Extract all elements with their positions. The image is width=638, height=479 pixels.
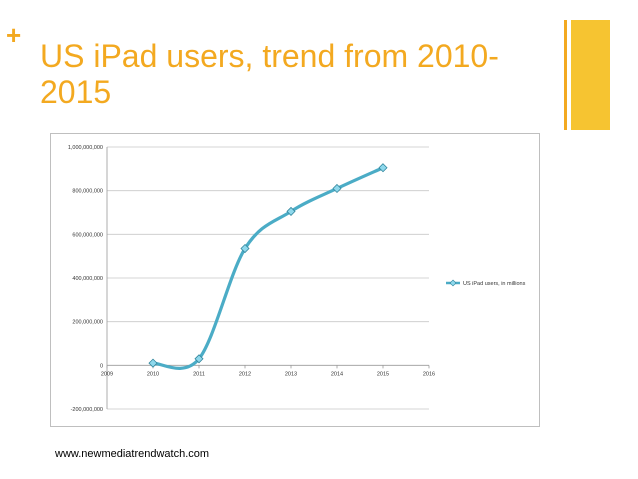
y-tick-label: 200,000,000 [72,320,103,326]
data-point [332,183,342,194]
accent-bar-thick [571,20,610,130]
plus-icon: + [6,20,22,50]
y-tick-label: 800,000,000 [72,189,103,195]
source-caption: www.newmediatrendwatch.com [55,448,210,460]
data-point [240,243,250,254]
chart-frame: -200,000,000 0 200,000,000 400,000,000 600,0… [50,133,540,427]
y-tick-label: 1,000,000,000 [68,145,103,151]
x-tick-label: 2010 [147,371,159,377]
x-tick-label: 2012 [239,371,251,377]
x-tick-label: 2009 [101,371,113,377]
x-tick-label: 2015 [377,371,389,377]
x-tick-label: 2013 [285,371,297,377]
x-tick-label: 2016 [423,371,435,377]
y-tick-label: 600,000,000 [72,232,103,238]
data-point [286,206,296,216]
series-line [152,166,384,370]
data-point [148,358,158,368]
y-tick-label: 0 [100,363,103,369]
line-chart: -200,000,000 0 200,000,000 400,000,000 600,0… [68,145,526,413]
legend-marker [449,279,457,287]
legend-label: US iPad users, in millions [463,281,526,287]
data-point [194,354,204,364]
x-tick-label: 2011 [193,371,205,377]
accent-bar-thin [564,20,567,130]
x-tick-label: 2014 [331,371,343,377]
slide-title: US iPad users, trend from 2010-2015 [40,38,499,110]
y-tick-label: 400,000,000 [72,276,103,282]
y-tick-label: -200,000,000 [71,407,103,413]
data-point [378,163,388,173]
